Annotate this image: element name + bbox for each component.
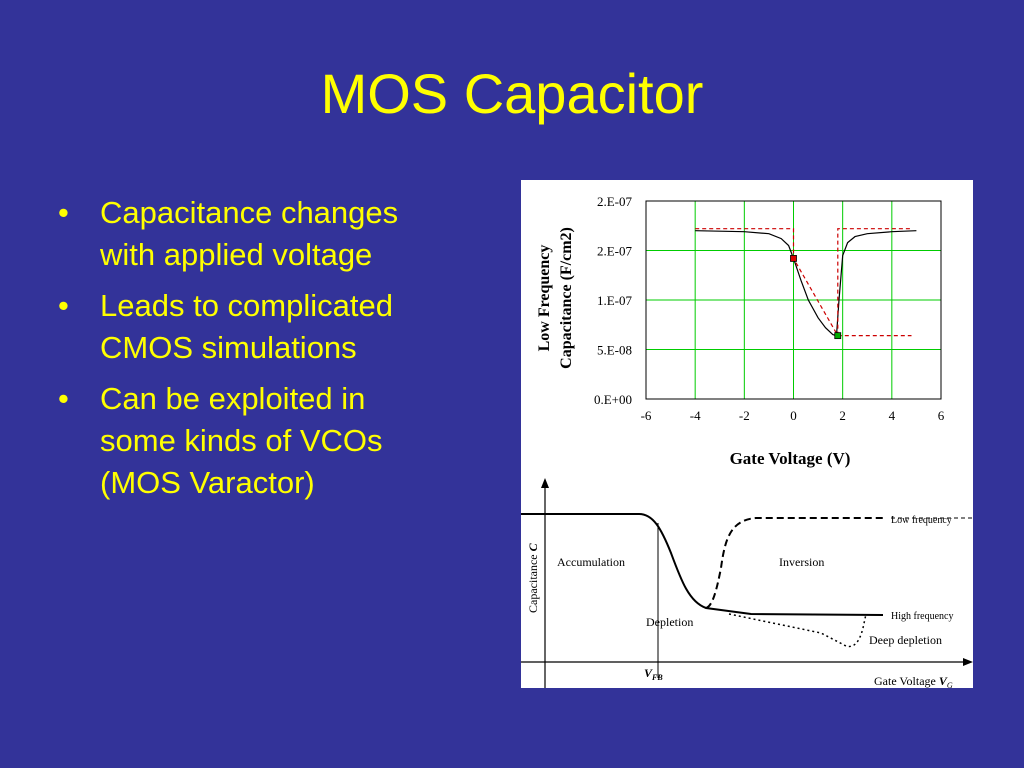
- high-frequency-label: High frequency: [891, 611, 953, 622]
- bullet-glyph: •: [58, 381, 69, 416]
- accumulation-label: Accumulation: [557, 555, 625, 569]
- depletion-label: Depletion: [646, 615, 693, 629]
- bullet-text-line: Leads to complicated: [100, 288, 393, 323]
- y-axis-arrow: [541, 478, 549, 488]
- schematic-x-label-text: Gate Voltage: [874, 674, 936, 688]
- schematic-x-symbol: V: [939, 674, 948, 688]
- bullet-text-line: CMOS simulations: [100, 330, 357, 365]
- x-tick-label: 0: [790, 408, 797, 423]
- bullet-text-line: some kinds of VCOs: [100, 423, 383, 458]
- bullet-glyph: •: [58, 288, 69, 323]
- x-tick-label: -2: [739, 408, 750, 423]
- high-frequency-curve: [638, 513, 884, 616]
- y-axis-label-line1: Low Frequency: [536, 245, 553, 352]
- y-axis-label-line2: Capacitance (F/cm2): [558, 227, 575, 369]
- inversion-label: Inversion: [779, 555, 824, 569]
- schematic-y-label: Capacitance C: [526, 542, 540, 613]
- schematic-y-label-text: Capacitance: [526, 554, 540, 613]
- bullet-item: • Can be exploited in some kinds of VCOs…: [58, 378, 498, 504]
- bullet-text-line: Capacitance changes: [100, 195, 399, 230]
- bullet-text-line: with applied voltage: [100, 237, 373, 272]
- cv-chart: -6 -4 -2 0 2 4 6 0.E+00 5.E-08 1.E-07 2.E-07 2.E-0…: [536, 194, 945, 468]
- deep-depletion-curve: [728, 613, 867, 648]
- vfb-subscript: FB: [651, 673, 663, 682]
- cv-chart-panel: -6 -4 -2 0 2 4 6 0.E+00 5.E-08 1.E-07 2.E-07 2.E-0…: [521, 180, 973, 478]
- y-tick-label: 0.E+00: [594, 392, 632, 407]
- slide-title: MOS Capacitor: [320, 62, 704, 125]
- schematic-y-symbol: C: [526, 542, 540, 551]
- bullet-text-line: (MOS Varactor): [100, 465, 315, 500]
- deep-depletion-label: Deep depletion: [869, 633, 942, 647]
- x-axis-label: Gate Voltage (V): [730, 449, 851, 468]
- y-tick-label: 5.E-08: [597, 343, 632, 358]
- x-tick-label: -4: [690, 408, 701, 423]
- x-tick-label: 2: [839, 408, 846, 423]
- y-tick-label: 1.E-07: [597, 293, 633, 308]
- vfb-label: VFB: [644, 666, 663, 682]
- ideal-step-line: [695, 228, 912, 338]
- data-marker: [834, 332, 842, 340]
- bullet-glyph: •: [58, 195, 69, 230]
- bullet-text-line: Can be exploited in: [100, 381, 366, 416]
- cv-schematic: Low frequency High frequency Accumulatio…: [521, 478, 976, 690]
- x-tick-label: 6: [938, 408, 945, 423]
- x-axis-arrow: [963, 658, 973, 666]
- vfb-symbol: V: [644, 666, 653, 680]
- bullet-item: • Leads to complicated CMOS simulations: [58, 285, 498, 369]
- low-frequency-label: Low frequency: [891, 515, 952, 526]
- low-frequency-curve: [705, 517, 886, 609]
- y-tick-label: 2.E-07: [597, 244, 633, 259]
- bullet-list: • Capacitance changes with applied volta…: [58, 192, 498, 513]
- schematic-x-subscript: G: [947, 681, 953, 688]
- x-tick-label: -6: [641, 408, 652, 423]
- data-marker: [790, 255, 797, 262]
- schematic-x-label: Gate Voltage VG: [874, 674, 953, 688]
- y-tick-label: 2.E-07: [597, 194, 633, 209]
- cv-schematic-panel: Low frequency High frequency Accumulatio…: [521, 478, 976, 690]
- capacitance-curve: [695, 230, 917, 337]
- plot-frame: [645, 200, 942, 400]
- bullet-item: • Capacitance changes with applied volta…: [58, 192, 498, 276]
- x-tick-label: 4: [889, 408, 896, 423]
